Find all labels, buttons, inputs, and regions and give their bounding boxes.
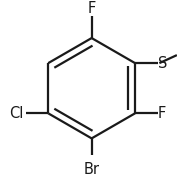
Text: Cl: Cl	[10, 106, 24, 121]
Text: Br: Br	[84, 162, 100, 177]
Text: S: S	[158, 56, 167, 71]
Text: F: F	[158, 106, 166, 121]
Text: F: F	[87, 1, 96, 16]
